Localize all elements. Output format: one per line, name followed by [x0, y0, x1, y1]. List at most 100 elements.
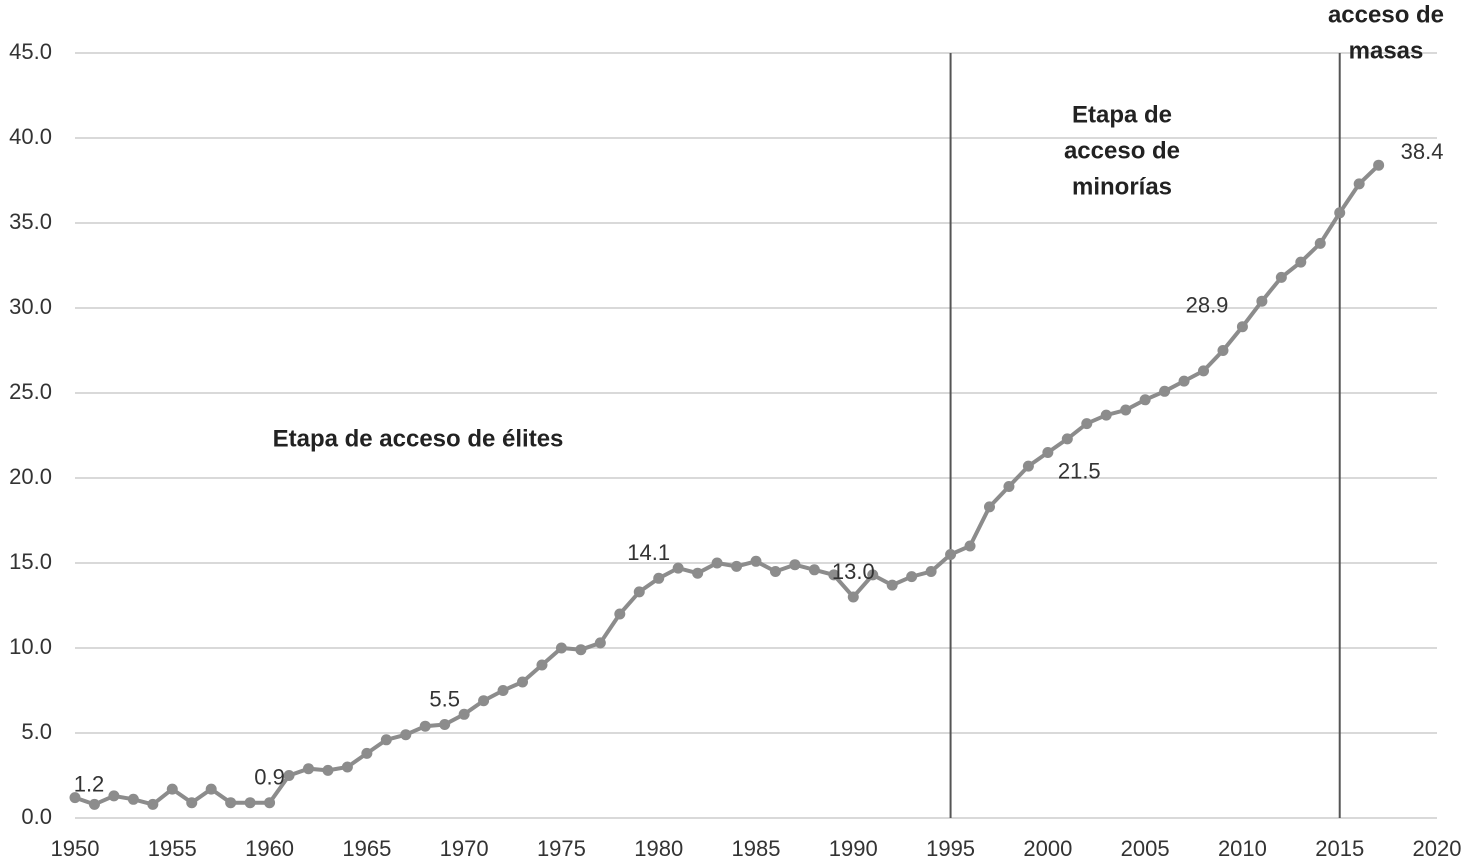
- data-point: [536, 659, 548, 671]
- data-point: [653, 572, 665, 584]
- y-tick-label: 25.0: [9, 379, 52, 404]
- data-point: [1061, 433, 1073, 445]
- data-point: [322, 764, 334, 776]
- data-point: [108, 790, 120, 802]
- data-point: [828, 569, 840, 581]
- data-point: [186, 797, 198, 809]
- data-point: [711, 557, 723, 569]
- data-point: [497, 685, 509, 696]
- data-point: [1353, 178, 1365, 190]
- data-point: [361, 747, 373, 759]
- x-tick-label: 1985: [732, 836, 781, 861]
- data-point: [1295, 256, 1307, 268]
- data-point: [302, 763, 314, 775]
- data-point: [1334, 207, 1346, 219]
- data-point: [1042, 447, 1054, 458]
- data-point: [1198, 365, 1210, 377]
- data-point: [886, 579, 898, 591]
- data-label: 5.5: [429, 686, 460, 711]
- data-point: [147, 798, 159, 810]
- y-tick-label: 40.0: [9, 124, 52, 149]
- data-point: [672, 562, 684, 574]
- x-tick-label: 1955: [148, 836, 197, 861]
- data-line: [74, 163, 1381, 807]
- data-point: [264, 797, 276, 809]
- x-tick-label: 1975: [537, 836, 586, 861]
- data-point: [964, 540, 976, 552]
- x-tick-label: 2005: [1121, 836, 1170, 861]
- data-point: [867, 569, 879, 581]
- data-point: [225, 797, 237, 809]
- x-tick-label: 1950: [51, 836, 100, 861]
- data-point: [439, 719, 451, 730]
- data-point: [633, 586, 645, 598]
- x-tick-label: 1960: [245, 836, 294, 861]
- stage-annotation: Etapa de acceso de élites: [273, 425, 564, 452]
- stage-annotation: minorías: [1072, 173, 1172, 200]
- data-point: [283, 770, 295, 781]
- data-point: [1139, 394, 1151, 406]
- data-point: [983, 501, 995, 513]
- data-point: [1003, 481, 1015, 492]
- y-tick-label: 20.0: [9, 464, 52, 489]
- data-point: [127, 793, 139, 805]
- data-point: [750, 555, 762, 567]
- data-point: [166, 783, 178, 795]
- data-point: [692, 567, 704, 579]
- data-point: [1373, 159, 1385, 171]
- stage-annotation: acceso de: [1328, 1, 1444, 28]
- data-label: 13.0: [832, 559, 875, 584]
- x-tick-label: 2000: [1023, 836, 1072, 861]
- data-point: [1314, 237, 1326, 249]
- data-point: [1159, 385, 1171, 397]
- data-point: [1081, 418, 1093, 430]
- y-tick-label: 35.0: [9, 209, 52, 234]
- data-point: [88, 798, 100, 810]
- data-point: [575, 644, 587, 656]
- y-tick-label: 45.0: [9, 39, 52, 64]
- data-point: [925, 566, 937, 577]
- x-tick-label: 1995: [926, 836, 975, 861]
- y-tick-label: 10.0: [9, 634, 52, 659]
- data-point: [1120, 404, 1132, 416]
- data-point: [478, 695, 490, 707]
- data-label: 28.9: [1186, 293, 1229, 318]
- x-tick-label: 2010: [1218, 836, 1267, 861]
- data-point: [458, 708, 470, 720]
- data-point: [1236, 321, 1248, 333]
- x-tick-label: 1980: [634, 836, 683, 861]
- data-point: [1178, 375, 1190, 387]
- x-tick-label: 1965: [342, 836, 391, 861]
- data-point: [1275, 271, 1287, 283]
- data-point: [1100, 409, 1112, 421]
- data-point: [205, 783, 217, 795]
- data-point: [341, 761, 353, 773]
- data-point: [769, 566, 781, 577]
- stage-annotation: masas: [1349, 37, 1424, 64]
- x-tick-label: 1970: [440, 836, 489, 861]
- data-point: [419, 720, 431, 732]
- data-point: [906, 571, 918, 583]
- data-label: 1.2: [74, 771, 105, 796]
- y-tick-label: 30.0: [9, 294, 52, 319]
- y-tick-label: 15.0: [9, 549, 52, 574]
- data-point: [808, 564, 820, 576]
- x-tick-label: 2015: [1315, 836, 1364, 861]
- data-point: [1217, 345, 1229, 356]
- data-point: [244, 797, 256, 809]
- data-point: [517, 676, 529, 688]
- x-tick-label: 2020: [1413, 836, 1462, 861]
- data-point: [69, 792, 81, 804]
- y-tick-label: 5.0: [21, 719, 52, 744]
- data-label: 21.5: [1058, 458, 1101, 483]
- data-point: [1256, 295, 1268, 307]
- data-point: [847, 591, 859, 603]
- data-point: [594, 637, 606, 649]
- data-label: 0.9: [254, 765, 285, 790]
- data-point: [400, 729, 412, 741]
- data-point: [945, 549, 957, 560]
- data-label: 14.1: [627, 540, 670, 565]
- data-point: [614, 608, 626, 620]
- data-point: [380, 734, 392, 746]
